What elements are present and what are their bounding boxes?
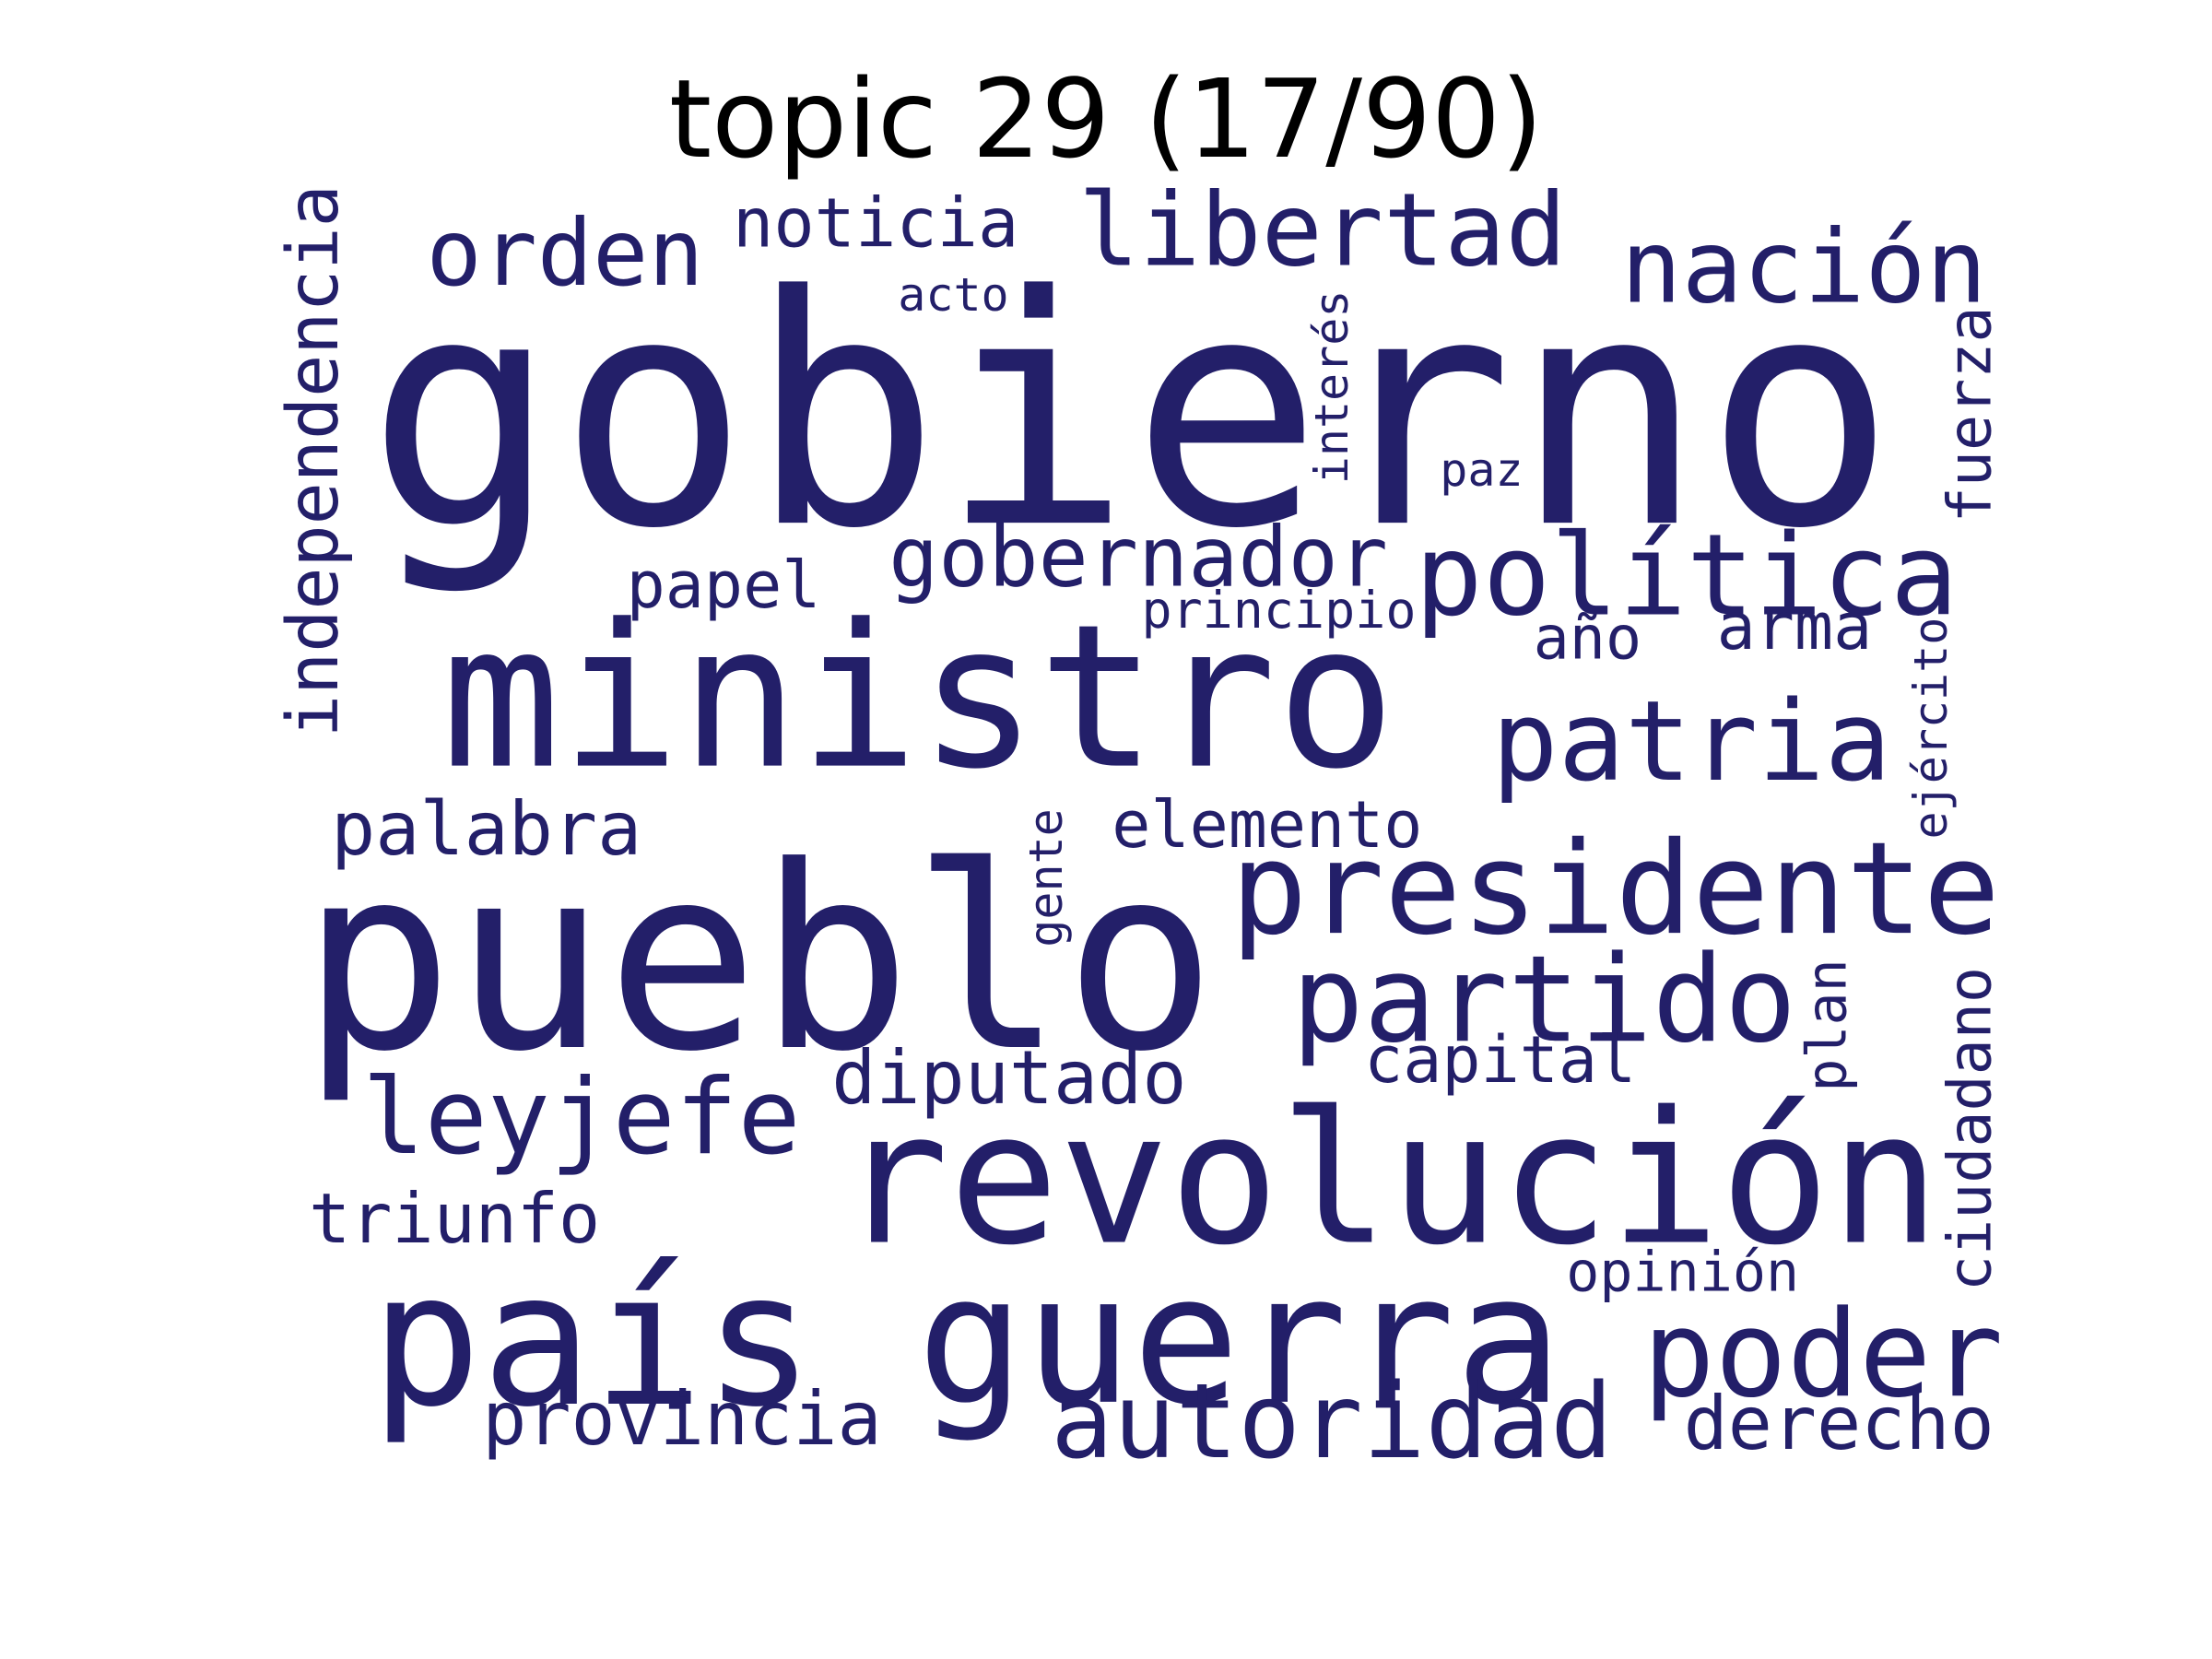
cloud-word-21: noticia	[733, 183, 1019, 264]
cloud-word-35: interés	[1304, 289, 1359, 485]
cloud-word-15: leyjefe	[362, 1055, 801, 1178]
cloud-word-4: país	[371, 1232, 815, 1448]
cloud-word-13: nación	[1620, 207, 1987, 326]
cloud-word-28: año	[1533, 603, 1642, 674]
cloud-word-29: ciudadano	[1935, 966, 2006, 1292]
cloud-word-16: gobernador	[888, 508, 1388, 606]
cloud-word-9: partido	[1291, 929, 1797, 1070]
cloud-word-14: orden	[426, 199, 704, 307]
cloud-word-32: plan	[1794, 959, 1859, 1092]
cloud-word-22: triunfo	[309, 1178, 601, 1259]
cloud-word-18: independencia	[271, 184, 355, 737]
cloud-word-20: provincia	[482, 1375, 882, 1463]
cloud-word-7: política	[1415, 509, 1959, 641]
cloud-word-30: fuerza	[1935, 306, 2006, 524]
cloud-word-10: poder	[1642, 1284, 2004, 1425]
cloud-word-38: gente	[1018, 808, 1074, 947]
cloud-word-34: principio	[1141, 581, 1417, 641]
cloud-word-2: pueblo	[300, 811, 1218, 1108]
cloud-word-11: autoridad	[1051, 1360, 1613, 1482]
cloud-word-23: elemento	[1112, 786, 1423, 863]
cloud-word-26: papel	[626, 547, 821, 623]
cloud-word-6: presidente	[1230, 814, 2001, 964]
cloud-word-25: derecho	[1683, 1380, 1994, 1467]
cloud-word-8: patria	[1491, 677, 1891, 806]
cloud-word-27: arma	[1716, 588, 1873, 665]
cloud-word-36: acto	[898, 267, 1009, 322]
cloud-word-24: capital	[1364, 1021, 1637, 1098]
cloud-word-1: ministro	[441, 581, 1396, 814]
cloud-word-3: revolución	[839, 1071, 1941, 1287]
cloud-word-5: guerra	[917, 1235, 1563, 1445]
cloud-title: topic 29 (17/90)	[668, 55, 1544, 182]
cloud-word-33: ejército	[1903, 617, 1959, 840]
cloud-word-19: diputado	[831, 1034, 1187, 1122]
cloud-word-12: libertad	[1077, 171, 1567, 289]
cloud-word-0: gobierno	[367, 227, 1896, 599]
cloud-word-17: palabra	[331, 785, 642, 873]
cloud-word-31: opinión	[1566, 1239, 1800, 1304]
cloud-word-37: paz	[1440, 442, 1524, 497]
